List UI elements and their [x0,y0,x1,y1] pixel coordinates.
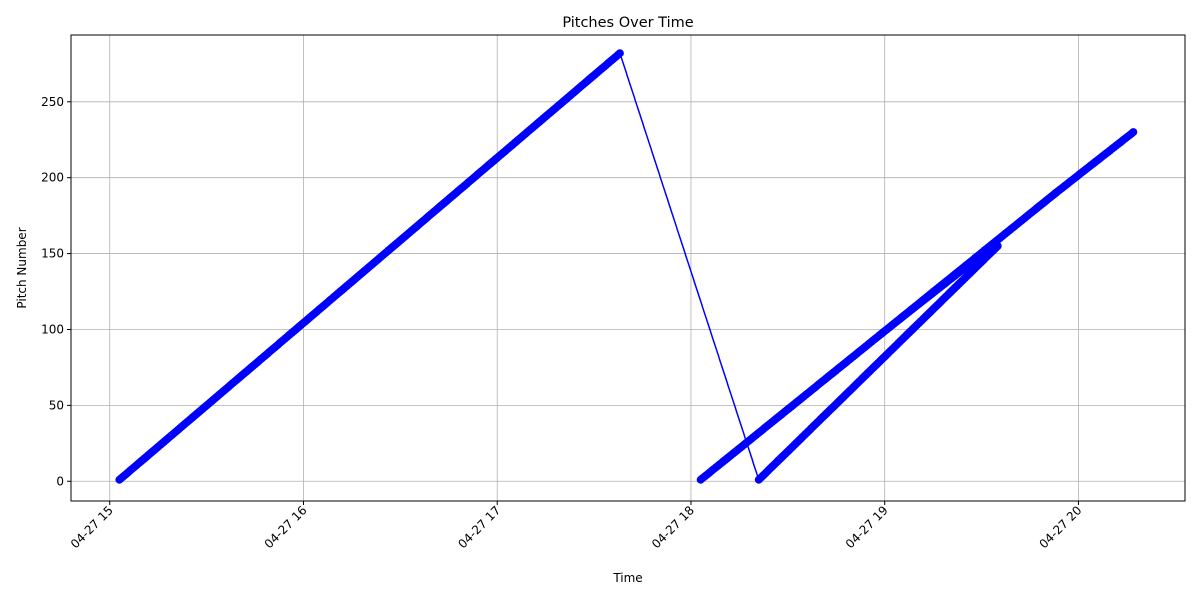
data-point [1129,128,1138,137]
data-layer [115,49,1138,484]
plot-frame [70,34,1186,502]
chart-title: Pitches Over Time [562,15,693,31]
data-point [615,49,624,58]
y-tick-label: 100 [41,322,64,336]
y-tick-label: 150 [41,247,64,261]
y-tick-label: 250 [41,95,64,109]
y-tick-label: 0 [56,474,64,488]
x-axis-label: Time [612,571,642,585]
y-tick-label: 50 [49,398,64,412]
y-tick-label: 200 [41,171,64,185]
y-axis-label: Pitch Number [15,227,29,308]
grid [71,35,1185,501]
